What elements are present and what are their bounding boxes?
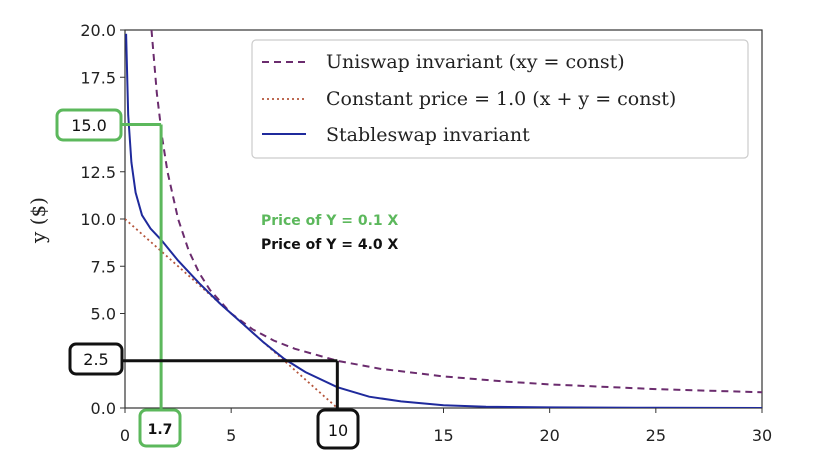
legend-box [251, 39, 749, 159]
green-annotation [121, 123, 163, 410]
x-tick-label: 25 [646, 426, 666, 445]
y-tick-label: 10.0 [80, 210, 116, 229]
x-tick-label: 20 [539, 426, 559, 445]
legend-stableswap-label: Stableswap invariant [326, 124, 530, 146]
price-annotation-green: Price of Y = 0.1 X [261, 213, 399, 229]
y-tick-label: 7.5 [91, 257, 116, 276]
black-annotation [122, 359, 339, 410]
y-tick-label: 17.5 [80, 68, 116, 87]
price-annotation-black: Price of Y = 4.0 X [261, 237, 399, 253]
green-x-box-label: 1.7 [148, 422, 173, 438]
y-tick-label: 12.5 [80, 163, 116, 182]
x-tick-label: 5 [226, 426, 236, 445]
black-y-box-label: 2.5 [83, 350, 108, 369]
black-y-box [68, 342, 124, 376]
legend-uniswap-label: Uniswap invariant (xy = const) [326, 51, 625, 73]
y-axis-label: y ($) [26, 197, 50, 244]
black-x-box-label: 10 [328, 421, 348, 440]
series-constant-price-line [125, 218, 338, 408]
x-tick-label: 0 [120, 426, 130, 445]
black-x-box [316, 408, 360, 450]
legend-constant-label: Constant price = 1.0 (x + y = const) [326, 88, 676, 110]
y-tick-label: 20.0 [80, 21, 116, 40]
y-tick-label: 5.0 [91, 305, 116, 324]
green-x-box [138, 408, 182, 448]
series-uniswap-line [150, 30, 762, 394]
x-tick-label: 30 [752, 426, 772, 445]
x-tick-label: 15 [433, 426, 453, 445]
y-tick-label: 0.0 [91, 399, 116, 418]
green-y-box-label: 15.0 [71, 116, 107, 135]
green-y-box [55, 108, 123, 142]
legend: Uniswap invariant (xy = const) Constant … [251, 39, 749, 159]
series-stableswap-line [125, 33, 762, 408]
